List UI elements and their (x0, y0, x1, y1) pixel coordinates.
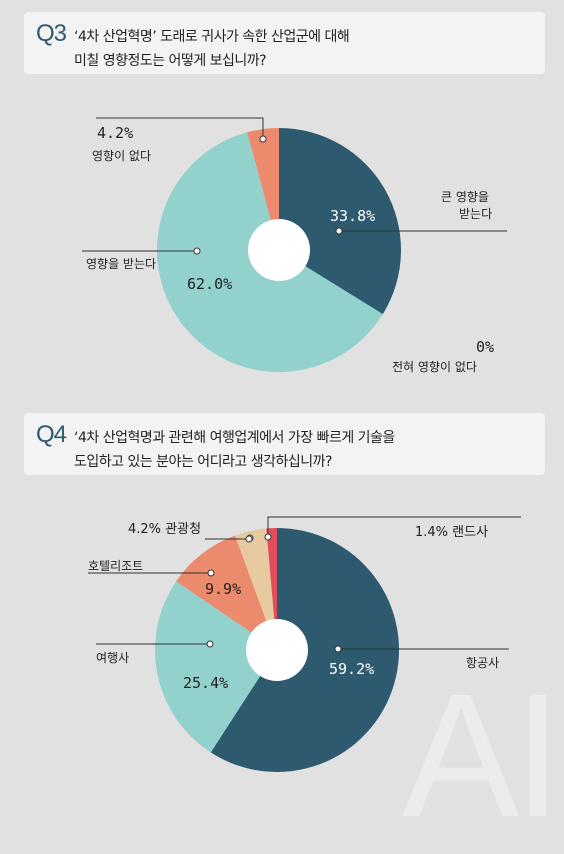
q4-leader-landsa-line (267, 516, 521, 537)
q3-label-never-text: 전혀 영향이 없다 (392, 360, 477, 374)
q4-question-line1: ‘4차 산업혁명과 관련해 여행업계에서 가장 빠르게 기술을 (74, 430, 395, 446)
q3-pie-center-hole (248, 219, 310, 281)
q4-question-line2: 도입하고 있는 분야는 어디라고 생각하십니까? (74, 454, 332, 470)
q4-pie-center-hole (246, 619, 308, 681)
charts-canvas (82, 117, 521, 772)
q3-label-none-pct: 4.2% (97, 124, 134, 142)
q3-label-big-pct: 33.8% (330, 207, 376, 225)
q3-label-never-pct: 0% (476, 338, 495, 356)
q3-question-box: Q3 ‘4차 산업혁명’ 도래로 귀사가 속한 산업군에 대해 미칠 영향정도는… (24, 12, 545, 74)
q4-leader-airline-dot (334, 645, 342, 653)
q4-pie-slice-2 (176, 535, 277, 650)
q3-question-line1: ‘4차 산업혁명’ 도래로 귀사가 속한 산업군에 대해 (74, 29, 350, 45)
q4-label-airline-text: 항공사 (466, 656, 500, 670)
q3-leader-none-dot (259, 135, 267, 143)
q4-leader-travel-dot (206, 640, 214, 648)
q3-label-some-pct: 62.0% (187, 275, 233, 293)
q4-leader-landsa-dot (264, 533, 272, 541)
q4-label-travel-text: 여행사 (96, 651, 130, 665)
q3-leader-big-dot (335, 227, 343, 235)
watermark-text: AI (402, 658, 562, 854)
q3-label-big-text2: 받는다 (459, 207, 493, 221)
q3-leader-some-dot (193, 247, 201, 255)
q3-label-none-text: 영향이 없다 (92, 149, 152, 163)
q4-number: Q4 (36, 421, 67, 448)
q3-pie-slice-2 (247, 128, 279, 250)
q4-label-hotel-text: 호텔리조트 (88, 559, 144, 573)
q4-label-tourism: 4.2% 관광청 (128, 522, 202, 537)
q4-label-hotel-pct: 9.9% (205, 580, 242, 598)
q3-number: Q3 (36, 20, 67, 47)
q3-leader-none-line (96, 117, 264, 139)
q4-label-travel-pct: 25.4% (183, 674, 229, 692)
q4-pie-slice-1 (155, 581, 277, 753)
q4-question-box: Q4 ‘4차 산업혁명과 관련해 여행업계에서 가장 빠르게 기술을 도입하고 … (24, 413, 545, 475)
q3-pie-slice-0 (279, 128, 401, 315)
q4-label-landsa: 1.4% 랜드사 (415, 525, 489, 540)
q3-label-big-text1: 큰 영향을 (441, 190, 489, 204)
q4-leader-tourism-dot (245, 535, 253, 543)
q4-leader-hotel-dot (207, 569, 215, 577)
q4-label-airline-pct: 59.2% (329, 660, 375, 678)
q3-question-line2: 미칠 영향정도는 어떻게 보십니까? (74, 53, 267, 69)
q3-label-some-text: 영향을 받는다 (86, 257, 157, 271)
q4-pie-slice-3 (234, 528, 277, 650)
